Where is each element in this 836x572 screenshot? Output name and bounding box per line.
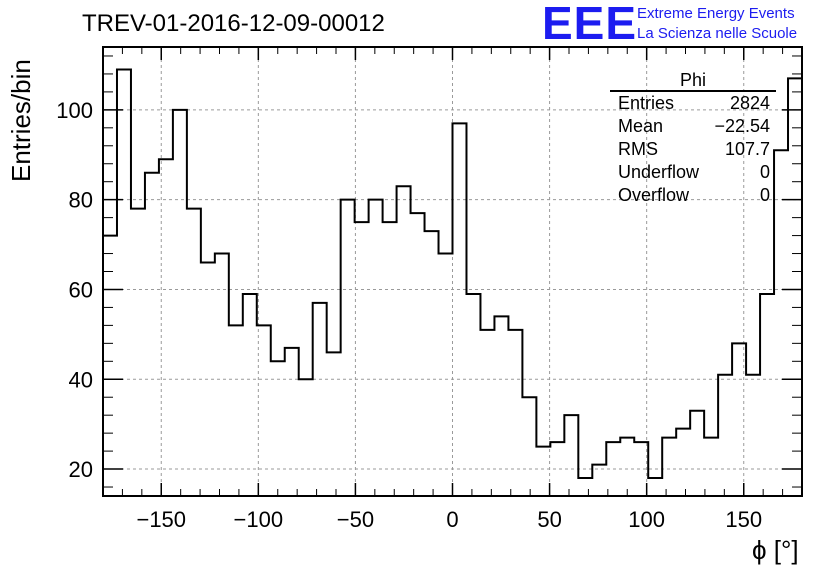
x-tick-label: −150 [136,507,186,532]
stats-value: 107.7 [724,139,770,159]
stats-box: Phi Entries 2824 Mean −22.54 RMS 107.7 Unde… [610,70,776,207]
y-tick-label: 20 [69,457,93,482]
x-tick-label: −100 [234,507,284,532]
x-tick-label: 50 [537,507,561,532]
logo-caption: Extreme Energy Events La Scienza nelle S… [637,4,797,44]
stats-label: RMS [618,139,658,159]
plot-frame [102,46,803,497]
plot-title: TREV-01-2016-12-09-00012 [82,10,385,37]
x-tick-label: −50 [337,507,374,532]
x-tick-label: 0 [446,507,458,532]
stats-row-underflow: Underflow 0 [610,161,776,184]
y-tick-label: 40 [69,367,93,392]
logo-caption-line-2: La Scienza nelle Scuole [637,25,798,42]
eee-logo: EEE [542,0,638,49]
y-tick-label: 60 [69,277,93,302]
x-tick-label: 100 [628,507,665,532]
stats-label: Overflow [618,185,690,205]
y-axis-label: Entries/bin [6,59,36,182]
stats-row-entries: Entries 2824 [610,92,776,115]
grid-lines [103,47,802,496]
stats-value: −22.54 [714,116,770,136]
stats-value: 2824 [729,93,770,113]
x-axis-label: ϕ [°] [752,535,799,565]
stats-label: Entries [618,93,675,113]
stats-row-mean: Mean −22.54 [610,115,776,138]
x-tick-label: 150 [725,507,762,532]
stats-label: Mean [618,116,664,136]
stats-value: 0 [759,162,770,182]
axis-ticks: −150 −100 −50 0 50 100 150 20 40 60 80 100 [56,47,802,532]
stats-title: Phi [610,70,776,92]
logo-caption-line-1: Extreme Energy Events [637,5,795,22]
stats-row-rms: RMS 107.7 [610,138,776,161]
histogram-line [103,68,802,480]
stats-row-overflow: Overflow 0 [610,184,776,207]
y-tick-label: 80 [69,188,93,213]
stats-label: Underflow [618,162,700,182]
y-tick-label: 100 [56,98,93,123]
stats-value: 0 [759,185,770,205]
